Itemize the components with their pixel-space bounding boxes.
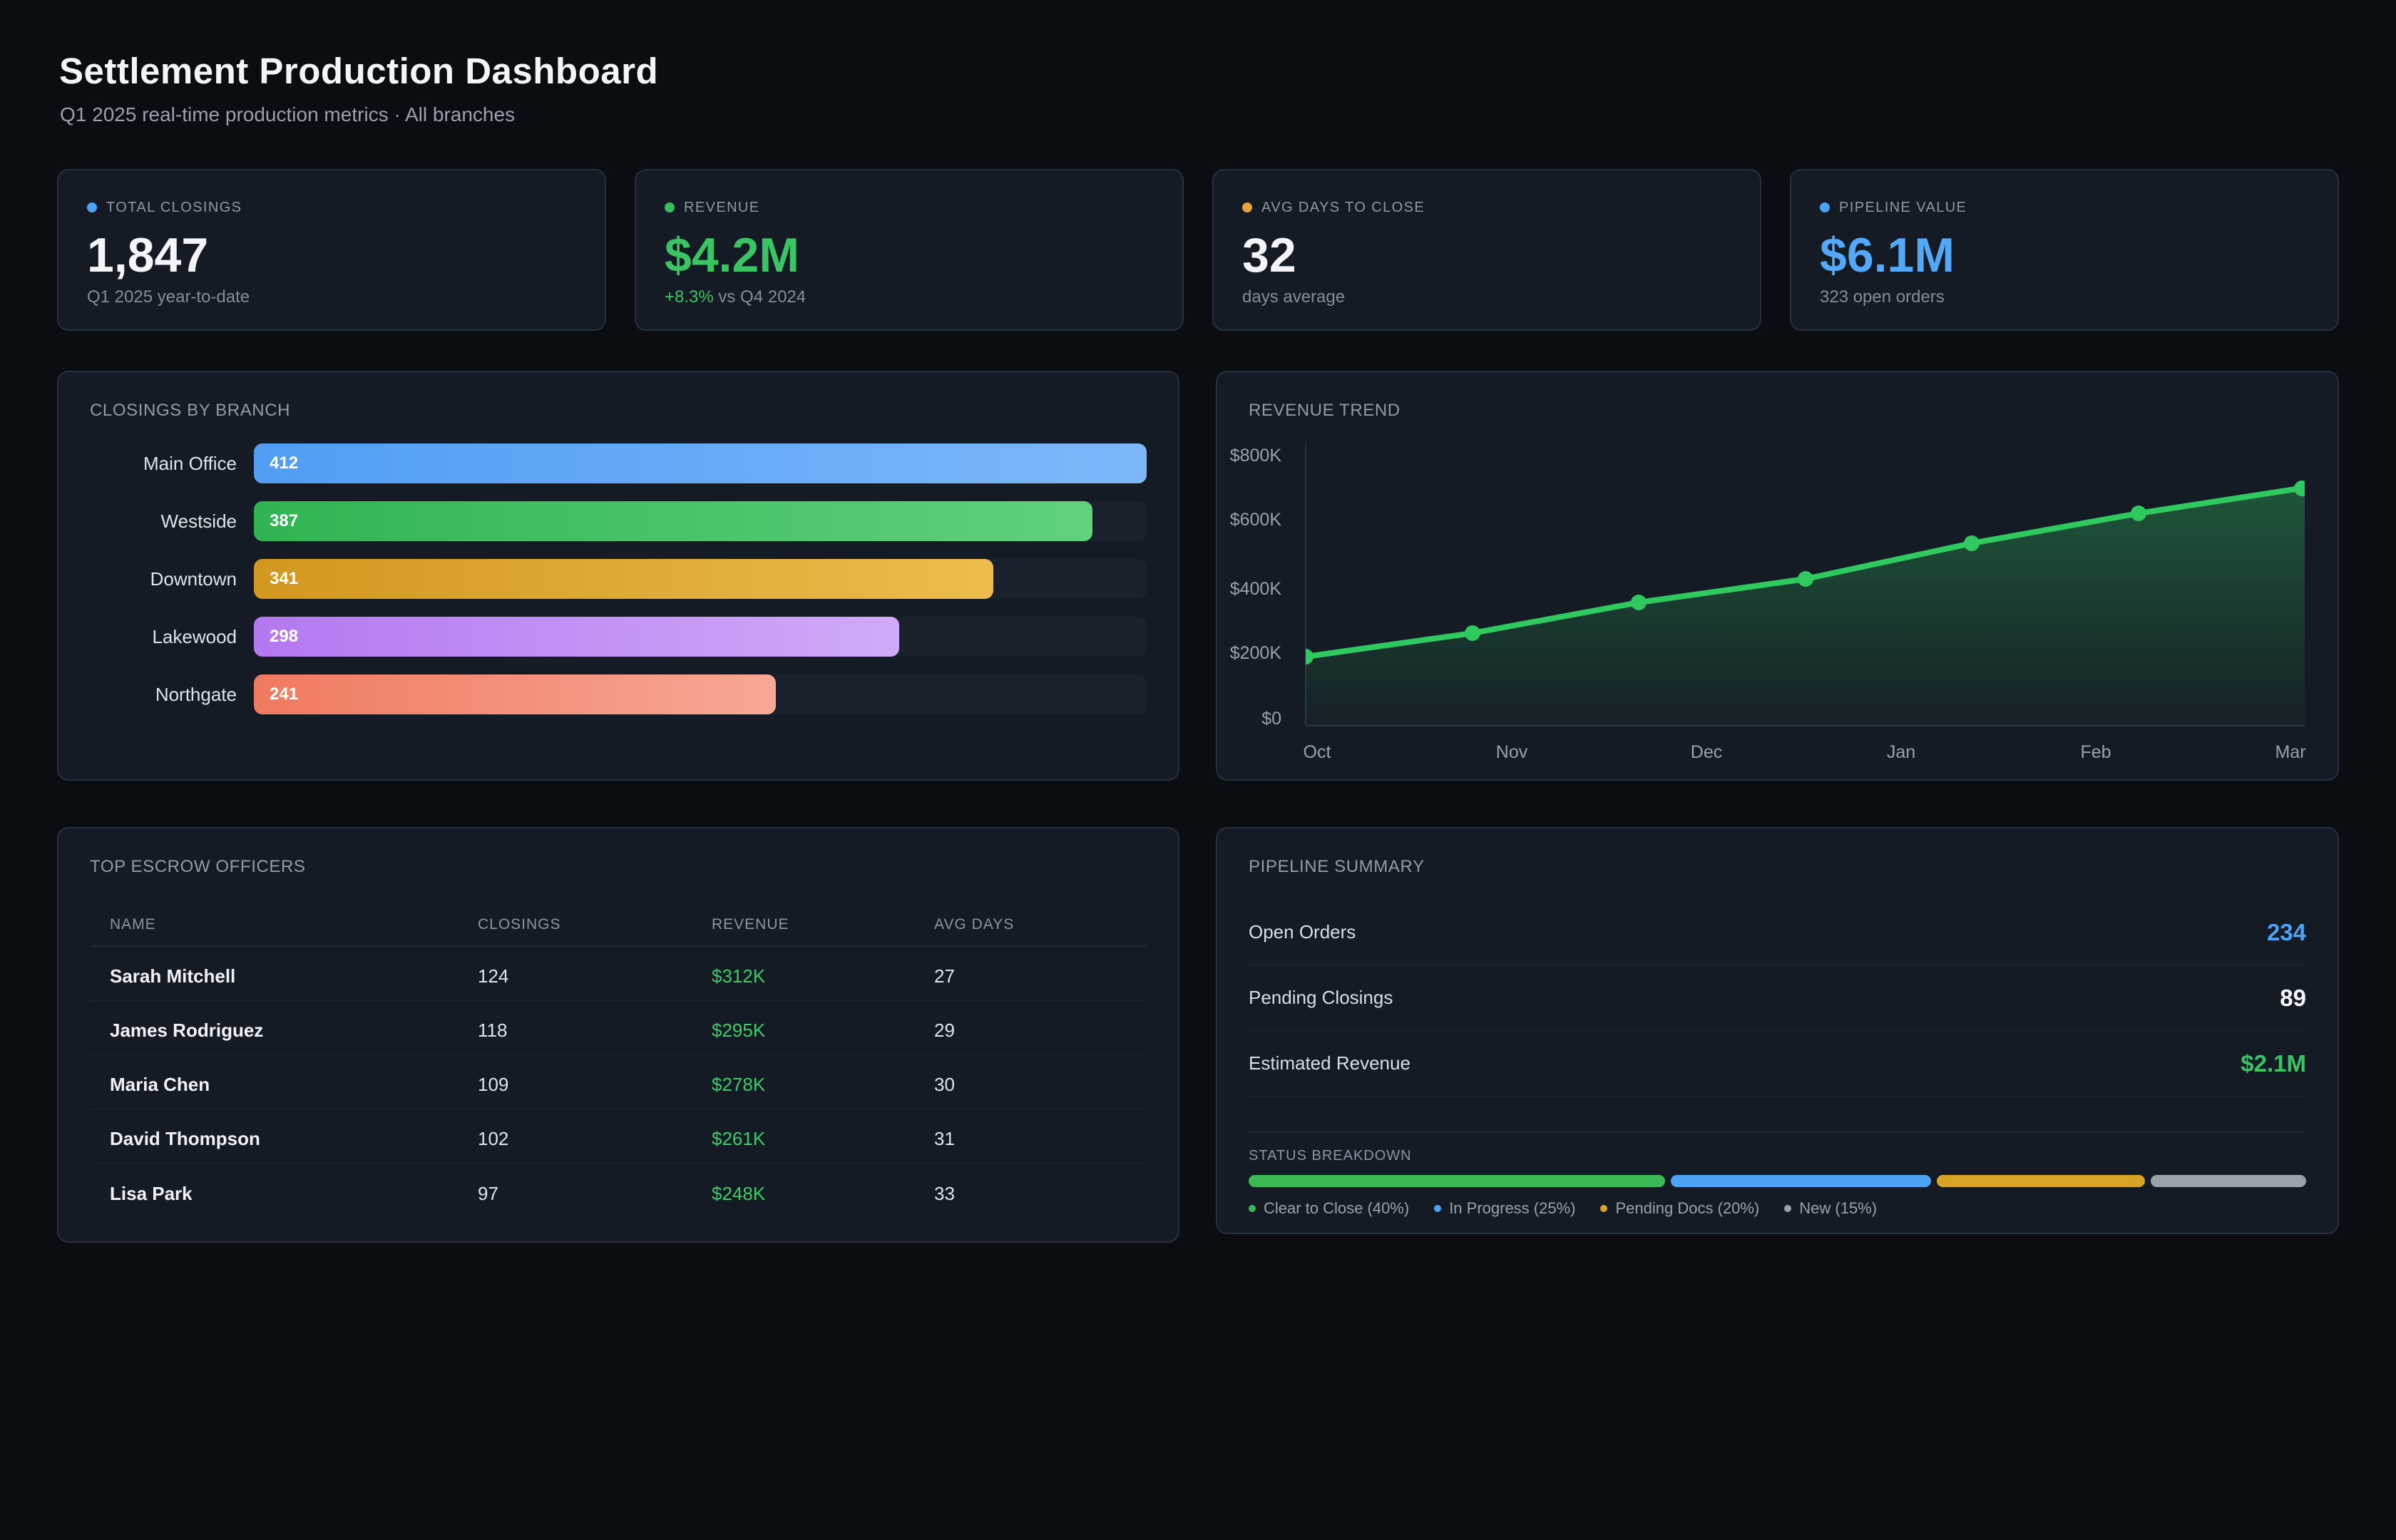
svg-text:$600K: $600K (1230, 510, 1282, 530)
svg-text:Dec: Dec (1691, 742, 1722, 762)
svg-text:Nov: Nov (1496, 742, 1528, 762)
svg-text:Oct: Oct (1304, 742, 1331, 762)
svg-text:$800K: $800K (1230, 446, 1282, 466)
svg-text:$200K: $200K (1230, 643, 1282, 663)
svg-text:Mar: Mar (2275, 742, 2305, 762)
svg-text:$0: $0 (1261, 709, 1281, 729)
svg-text:Feb: Feb (2080, 742, 2111, 762)
svg-text:$400K: $400K (1230, 579, 1282, 599)
svg-text:Jan: Jan (1887, 742, 1915, 762)
